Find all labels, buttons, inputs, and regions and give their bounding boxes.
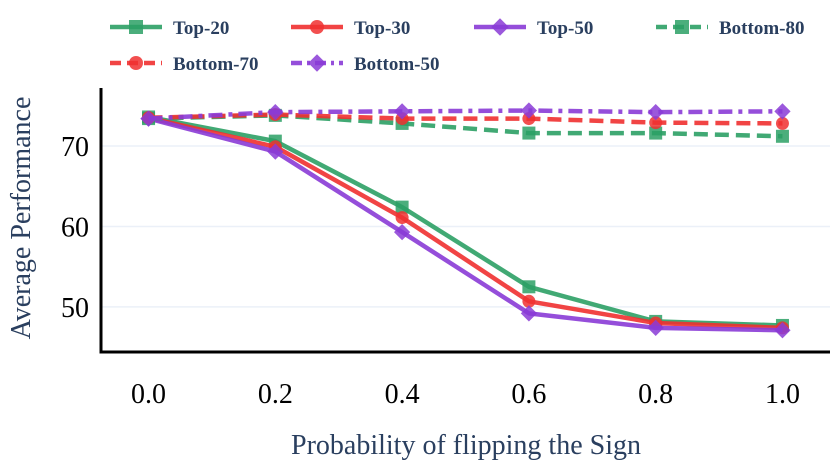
axes [99, 88, 830, 354]
data-point-bottom-70 [649, 116, 663, 130]
legend-marker-icon [675, 20, 689, 34]
y-tick-label: 50 [61, 293, 89, 324]
data-point-bottom-70 [775, 116, 789, 130]
x-tick-label: 1.0 [765, 379, 800, 410]
x-tick-label: 0.0 [131, 379, 166, 410]
legend-marker-icon [129, 56, 143, 70]
data-point-bottom-50 [774, 103, 791, 120]
data-point-bottom-80 [649, 126, 663, 140]
x-axis-title: Probability of flipping the Sign [291, 430, 641, 461]
x-tick-label: 0.4 [385, 379, 420, 410]
data-point-bottom-50 [393, 103, 411, 120]
legend-marker-icon [310, 20, 324, 34]
series-line-bottom-70 [148, 112, 783, 126]
grid-lines [101, 145, 830, 308]
x-tick-label: 0.8 [638, 379, 673, 410]
series-bottom-50 [140, 102, 791, 127]
tick-labels: 50 60 70 0.0 0.2 0.4 0.6 0.8 1.0 [61, 132, 800, 410]
legend-label: Top-50 [537, 18, 593, 39]
data-point-top-20 [522, 280, 536, 294]
series-top-30 [142, 111, 789, 335]
legend-item-bottom-80[interactable]: Bottom-80 [656, 18, 804, 39]
data-point-top-50 [520, 305, 538, 322]
legend-label: Top-30 [354, 18, 410, 39]
legend-item-top-20[interactable]: Top-20 [110, 18, 229, 39]
series-line-top-50 [147, 116, 783, 333]
data-point-bottom-50 [647, 104, 664, 121]
data-point-bottom-80 [522, 126, 536, 140]
x-tick-label: 0.6 [511, 379, 546, 410]
y-axis-title: Average Performance [6, 97, 37, 340]
data-series [140, 102, 791, 339]
legend[interactable]: Top-20 Top-30 Top-50 Bottom-80 Bottom-70 Bott… [110, 18, 804, 75]
legend-label: Top-20 [173, 18, 229, 39]
y-tick-label: 60 [61, 212, 89, 243]
legend-marker-icon [129, 20, 143, 34]
legend-item-bottom-70[interactable]: Bottom-70 [110, 54, 258, 75]
series-line-top-30 [148, 115, 783, 331]
legend-label: Bottom-80 [719, 18, 804, 39]
data-point-top-50 [774, 322, 791, 339]
legend-label: Bottom-50 [354, 54, 439, 75]
y-tick-label: 70 [61, 132, 89, 163]
legend-marker-icon [491, 18, 509, 36]
series-top-50 [140, 110, 791, 339]
data-point-bottom-50 [140, 110, 157, 127]
legend-label: Bottom-70 [173, 54, 258, 75]
data-point-top-50 [267, 143, 284, 160]
data-point-top-30 [522, 294, 536, 308]
series-line-top-20 [148, 114, 783, 328]
legend-item-top-50[interactable]: Top-50 [474, 18, 593, 39]
legend-item-top-30[interactable]: Top-30 [291, 18, 410, 39]
legend-marker-icon [308, 54, 326, 72]
data-point-top-30 [395, 211, 409, 225]
data-point-top-50 [393, 223, 411, 241]
x-tick-label: 0.2 [258, 379, 293, 410]
data-point-bottom-50 [520, 102, 538, 119]
legend-item-bottom-50[interactable]: Bottom-50 [291, 54, 439, 75]
data-point-bottom-80 [775, 129, 789, 143]
data-point-bottom-50 [267, 104, 284, 121]
data-point-top-50 [647, 319, 664, 336]
data-point-top-20 [395, 200, 409, 214]
